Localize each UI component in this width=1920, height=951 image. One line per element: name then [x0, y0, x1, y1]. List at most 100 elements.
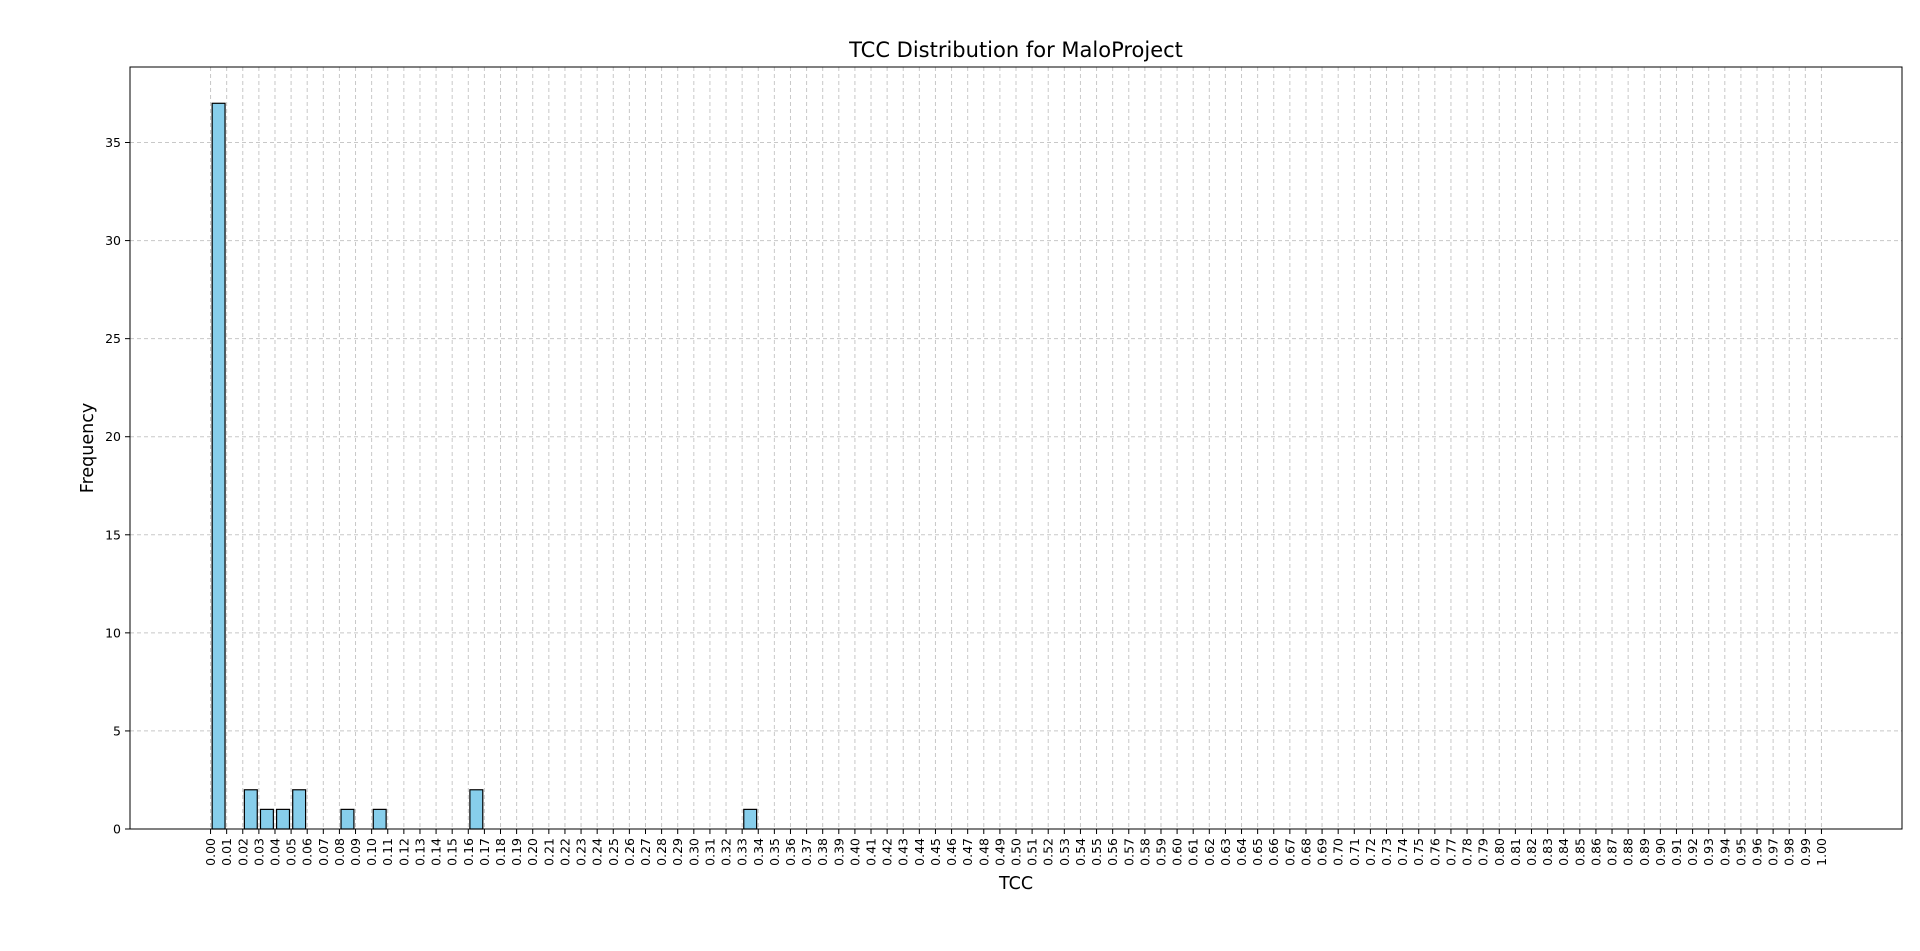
histogram-bar: [211, 102, 226, 830]
x-tick-label: 0.50: [1009, 838, 1024, 866]
x-tick-label: 0.44: [912, 838, 927, 866]
x-tick-label: 0.30: [686, 838, 701, 866]
x-tick-label: 0.68: [1298, 838, 1313, 866]
x-tick-label: 0.16: [461, 838, 476, 866]
x-tick-label: 0.19: [509, 838, 524, 866]
x-tick-label: 0.33: [735, 838, 750, 866]
y-axis-ticks: 0 5 10 15 20 25 30 35: [105, 135, 130, 837]
x-tick-label: 0.71: [1347, 838, 1362, 866]
x-tick-label: 0.27: [638, 838, 653, 866]
x-tick-label: 0.39: [831, 838, 846, 866]
x-tick-label: 0.73: [1379, 838, 1394, 866]
x-tick-label: 0.09: [348, 838, 363, 866]
x-tick-label: 0.60: [1170, 838, 1185, 866]
x-tick-label: 0.46: [944, 838, 959, 866]
x-tick-label: 0.78: [1460, 838, 1475, 866]
x-tick-label: 0.24: [590, 838, 605, 866]
x-tick-label: 0.76: [1427, 838, 1442, 866]
x-tick-label: 0.93: [1701, 838, 1716, 866]
x-tick-label: 0.94: [1717, 838, 1732, 866]
x-tick-label: 0.90: [1653, 838, 1668, 866]
x-tick-label: 0.13: [412, 838, 427, 866]
x-tick-label: 0.10: [364, 838, 379, 866]
x-tick-label: 0.21: [541, 838, 556, 866]
x-tick-label: 0.54: [1073, 838, 1088, 866]
x-tick-label: 0.51: [1025, 838, 1040, 866]
chart-title: TCC Distribution for MaloProject: [848, 38, 1183, 62]
y-axis-title: Frequency: [78, 403, 98, 493]
x-tick-label: 0.00: [203, 838, 218, 866]
x-tick-label: 0.20: [525, 838, 540, 866]
histogram-bar: [292, 789, 307, 830]
x-tick-label: 0.49: [992, 838, 1007, 866]
x-tick-label: 0.97: [1766, 838, 1781, 866]
x-tick-label: 0.48: [976, 838, 991, 866]
x-axis-ticks: 0.00 0.01 0.02 0.03 0.04 0.05 0.06 0.07 0.08 0.09…: [203, 829, 1829, 866]
x-tick-label: 0.45: [928, 838, 943, 866]
histogram-bar: [340, 808, 355, 830]
x-tick-label: 0.34: [751, 838, 766, 866]
x-tick-label: 0.36: [783, 838, 798, 866]
x-tick-label: 0.29: [670, 838, 685, 866]
x-tick-label: 0.87: [1605, 838, 1620, 866]
x-tick-label: 0.86: [1588, 838, 1603, 866]
x-tick-label: 0.47: [960, 838, 975, 866]
x-tick-label: 0.31: [702, 838, 717, 866]
x-tick-label: 0.95: [1733, 838, 1748, 866]
x-axis-title: TCC: [998, 874, 1033, 894]
x-tick-label: 0.32: [719, 838, 734, 866]
x-tick-label: 0.40: [847, 838, 862, 866]
x-tick-label: 0.99: [1798, 838, 1813, 866]
x-tick-label: 0.61: [1186, 838, 1201, 866]
x-tick-label: 0.04: [267, 838, 282, 866]
x-tick-label: 0.88: [1621, 838, 1636, 866]
x-tick-label: 0.53: [1057, 838, 1072, 866]
x-tick-label: 0.03: [251, 838, 266, 866]
x-tick-label: 0.82: [1524, 838, 1539, 866]
x-tick-label: 0.69: [1315, 838, 1330, 866]
x-tick-label: 0.07: [316, 838, 331, 866]
x-tick-label: 0.62: [1202, 838, 1217, 866]
x-tick-label: 0.12: [396, 838, 411, 866]
x-tick-label: 0.77: [1443, 838, 1458, 866]
y-tick-label: 10: [105, 625, 121, 640]
x-tick-label: 0.38: [815, 838, 830, 866]
x-tick-label: 0.41: [864, 838, 879, 866]
x-tick-label: 0.83: [1540, 838, 1555, 866]
grid-layer: [130, 67, 1902, 830]
x-tick-label: 0.79: [1476, 838, 1491, 866]
histogram-bar: [372, 808, 387, 830]
y-tick-label: 25: [105, 331, 121, 346]
x-tick-label: 0.65: [1250, 838, 1265, 866]
x-tick-label: 0.22: [557, 838, 572, 866]
x-tick-label: 0.74: [1395, 838, 1410, 866]
x-tick-label: 0.58: [1137, 838, 1152, 866]
x-tick-label: 0.23: [574, 838, 589, 866]
x-tick-label: 0.98: [1782, 838, 1797, 866]
y-tick-label: 30: [105, 233, 121, 248]
x-tick-label: 1.00: [1814, 838, 1829, 866]
bars-layer: [211, 102, 758, 830]
x-tick-label: 0.43: [896, 838, 911, 866]
x-tick-label: 0.72: [1363, 838, 1378, 866]
x-tick-label: 0.66: [1266, 838, 1281, 866]
x-tick-label: 0.15: [445, 838, 460, 866]
x-tick-label: 0.56: [1105, 838, 1120, 866]
x-tick-label: 0.18: [493, 838, 508, 866]
y-tick-label: 15: [105, 527, 121, 542]
x-tick-label: 0.84: [1556, 838, 1571, 866]
histogram-bar: [275, 808, 291, 830]
x-tick-label: 0.92: [1685, 838, 1700, 866]
x-tick-label: 0.81: [1508, 838, 1523, 866]
x-tick-label: 0.55: [1089, 838, 1104, 866]
x-tick-label: 0.57: [1121, 838, 1136, 866]
x-tick-label: 0.11: [380, 838, 395, 866]
y-tick-label: 20: [105, 429, 121, 444]
x-tick-label: 0.06: [300, 838, 315, 866]
y-tick-label: 5: [113, 723, 121, 738]
x-tick-label: 0.52: [1041, 838, 1056, 866]
x-tick-label: 0.01: [219, 838, 234, 866]
histogram-bar: [469, 789, 484, 830]
